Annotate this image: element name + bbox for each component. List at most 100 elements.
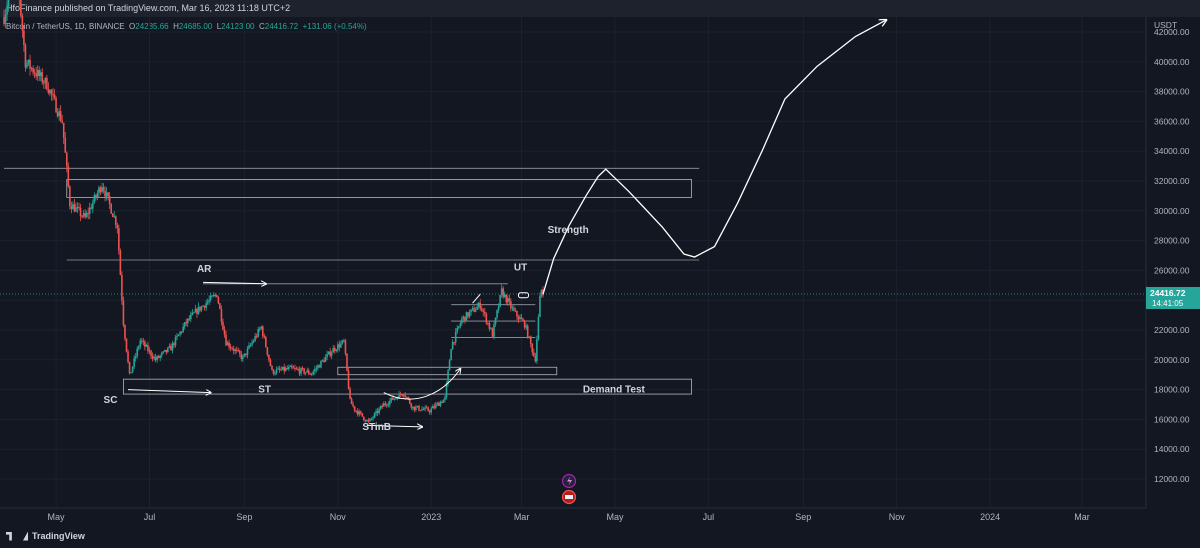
candle-body <box>249 344 252 346</box>
candle-body <box>392 397 394 400</box>
candle-body <box>165 349 168 353</box>
candle-body <box>180 331 183 333</box>
tradingview-dot-icon <box>23 531 28 541</box>
candle-body <box>217 297 220 304</box>
candle-body <box>451 342 454 350</box>
candle-body <box>156 356 158 361</box>
top-bar: HfoFinance published on TradingView.com,… <box>0 0 1200 17</box>
candle-body <box>284 368 287 371</box>
candle-body <box>430 408 433 413</box>
candle-body <box>232 349 235 352</box>
low-value: 24123.00 <box>221 22 255 31</box>
candle-body <box>258 328 261 330</box>
candle-body <box>482 310 485 312</box>
candle-body <box>102 187 105 191</box>
candle-body <box>186 318 189 324</box>
candle-body <box>243 353 246 357</box>
candle-body <box>439 402 442 406</box>
candle-body <box>516 310 518 317</box>
candle-body <box>317 365 319 369</box>
candle-body <box>159 355 161 358</box>
candle-body <box>399 393 402 395</box>
candle-body <box>474 309 477 312</box>
candle-body <box>88 207 91 214</box>
x-tick-label: Nov <box>889 512 906 522</box>
candle-body <box>24 44 27 68</box>
y-tick-label: 18000.00 <box>1154 385 1190 395</box>
candle-body <box>382 403 385 407</box>
candle-body <box>124 325 126 339</box>
candle-body <box>503 294 506 297</box>
candle-body <box>220 309 223 322</box>
candle-body <box>245 353 247 356</box>
candle-body <box>116 224 119 229</box>
x-tick-label: Mar <box>1074 512 1090 522</box>
candle-body <box>314 369 316 372</box>
candle-body <box>49 89 51 94</box>
candle-body <box>200 306 203 311</box>
x-tick-label: Jul <box>703 512 715 522</box>
candle-body <box>487 322 489 324</box>
candle-body <box>110 203 112 214</box>
candle-body <box>384 403 387 405</box>
y-tick-label: 36000.00 <box>1154 116 1190 126</box>
flag-glyph-icon <box>565 495 573 499</box>
candle-body <box>433 406 436 408</box>
event-markers[interactable] <box>561 473 577 505</box>
candle-body <box>151 355 154 359</box>
annotation-label: UT <box>514 262 527 273</box>
candle-body <box>214 294 217 296</box>
candle-body <box>274 373 276 375</box>
candle-body <box>364 420 367 422</box>
candle-body <box>494 317 497 325</box>
candle-body <box>408 398 411 404</box>
candle-body <box>461 318 463 324</box>
candle-body <box>79 207 82 217</box>
candle-body <box>150 350 152 356</box>
candle-body <box>356 410 359 415</box>
y-tick-label: 30000.00 <box>1154 206 1190 216</box>
candle-body <box>228 342 230 348</box>
candle-body <box>134 356 137 359</box>
candle-body <box>499 294 501 307</box>
candle-body <box>33 72 36 74</box>
candle-body <box>379 405 382 409</box>
candle-body <box>50 89 53 95</box>
candle-body <box>480 308 483 311</box>
symbol-title[interactable]: Bitcoin / TetherUS, 1D, BINANCE <box>6 22 125 31</box>
axis-layer: 42000.00 40000.00 38000.00 36000.00 34000.00… <box>0 17 1200 522</box>
candle-body <box>398 393 400 400</box>
candle-body <box>237 350 240 352</box>
candle-body <box>349 388 351 399</box>
candle-body <box>301 368 304 370</box>
x-tick-label: May <box>606 512 624 522</box>
x-tick-label: 2024 <box>980 512 1000 522</box>
candle-body <box>447 370 449 384</box>
candle-body <box>421 409 423 411</box>
candle-body <box>58 111 60 117</box>
candle-body <box>206 301 209 304</box>
candle-body <box>424 407 426 410</box>
candle-body <box>510 301 512 309</box>
candle-body <box>352 404 354 407</box>
candle-body <box>468 312 471 317</box>
candle-body <box>508 298 511 302</box>
price-countdown: 14:41:05 <box>1152 299 1184 308</box>
tradingview-logo[interactable]: TradingView <box>6 531 85 541</box>
candle-body <box>261 326 264 337</box>
candle-body <box>448 360 451 371</box>
candle-body <box>202 305 204 307</box>
candle-body <box>235 349 238 351</box>
candle-body <box>355 410 357 412</box>
candle-body <box>401 394 403 396</box>
candle-body <box>182 326 184 332</box>
candle-body <box>353 406 356 411</box>
x-tick-label: May <box>48 512 66 522</box>
candle-body <box>3 17 5 25</box>
candle-body <box>111 213 114 217</box>
candle-body <box>306 370 308 373</box>
y-tick-label: 34000.00 <box>1154 146 1190 156</box>
candle-body <box>46 77 48 90</box>
candle-body <box>199 306 201 311</box>
